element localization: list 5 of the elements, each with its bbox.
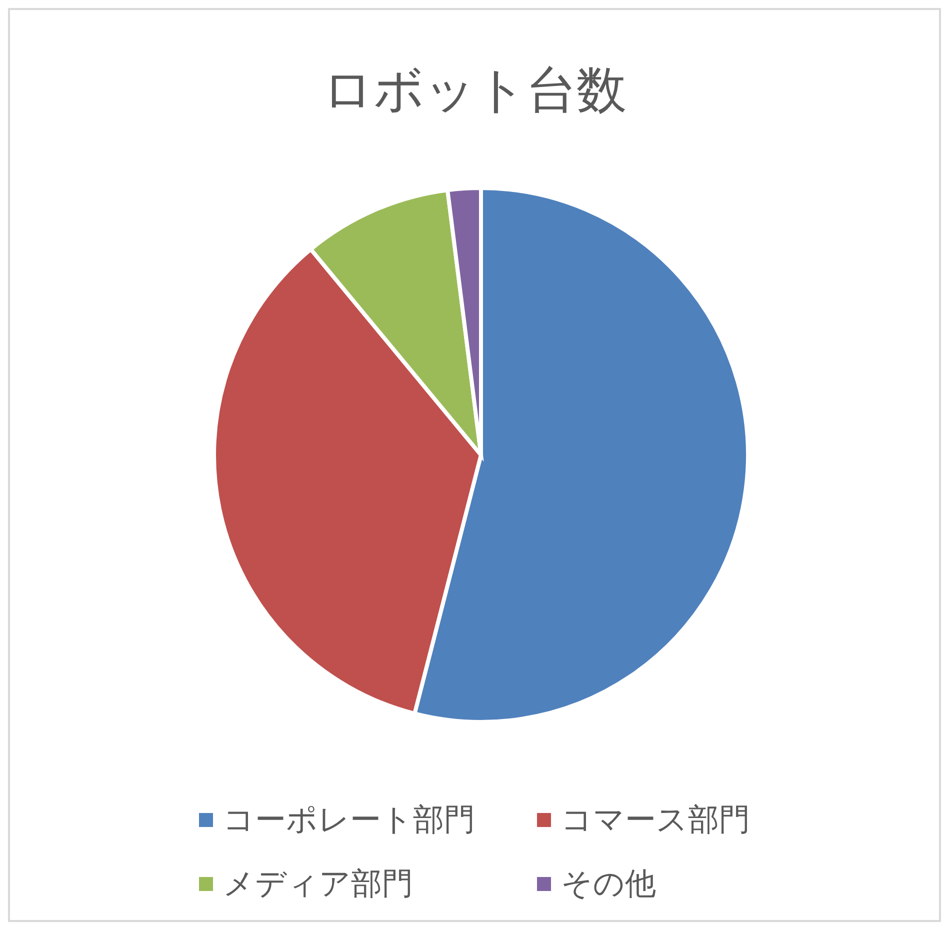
legend-label: コマース部門 [561,801,750,839]
legend-label: コーポレート部門 [223,801,475,839]
legend-label: その他 [561,865,656,903]
chart-title: ロボット台数 [322,61,628,120]
legend-label: メディア部門 [223,865,413,903]
